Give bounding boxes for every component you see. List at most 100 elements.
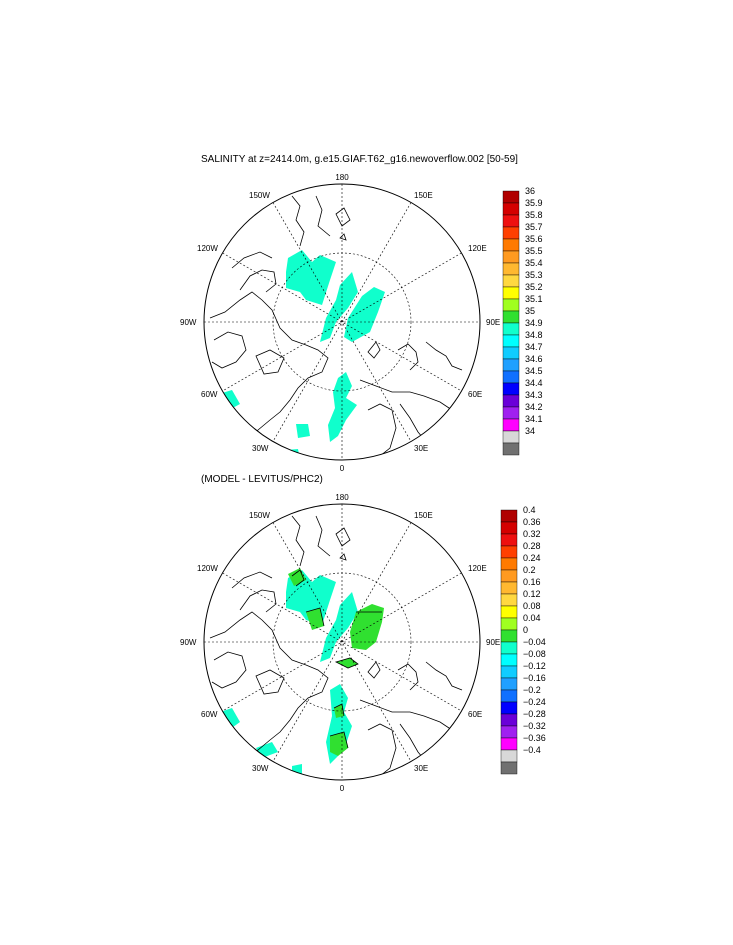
lon-label-60w: 60W [201,390,218,399]
colorbar-swatch [502,346,520,360]
colorbar-label: 35.7 [525,222,543,232]
lon-label-30e: 30E [414,764,428,773]
colorbar-swatch [500,605,518,619]
colorbar-swatch [502,406,520,420]
colorbar-swatch [500,689,518,703]
colorbar-swatch [500,749,518,763]
colorbar-swatch [502,238,520,252]
colorbar-swatch [500,653,518,667]
map-panel-top [209,195,463,460]
lon-label-90e: 90E [486,638,500,647]
colorbar-swatch [500,533,518,547]
colorbar-label: 0.32 [523,529,541,539]
colorbar-label: −0.36 [523,733,546,743]
colorbar-label: 34.7 [525,342,543,352]
colorbar-swatch [502,370,520,384]
colorbar-swatch [500,521,518,535]
anomaly-contours [291,569,382,749]
salinity-fill-areas [222,250,385,460]
lon-label-90w: 90W [180,638,197,647]
lon-label-0: 0 [340,464,345,473]
map-grid-bottom [204,504,480,780]
lon-label-120w: 120W [197,564,218,573]
colorbar-swatch [502,202,520,216]
colorbar-swatch [500,641,518,655]
colorbar-label: 36 [525,186,535,196]
colorbar-swatch [502,298,520,312]
colorbar-swatch [502,334,520,348]
map-panel-bottom [209,515,463,777]
colorbar-label: −0.2 [523,685,541,695]
lon-label-120e: 120E [468,564,487,573]
colorbar-swatch [502,274,520,288]
lon-label-150e: 150E [414,191,433,200]
colorbar-bottom: 0.4 0.36 0.32 0.28 0.24 0.2 0.16 0.12 0.08 0.04 0 −… [500,505,546,775]
colorbar-label: 34.3 [525,390,543,400]
colorbar-swatch [500,581,518,595]
colorbar-label: −0.32 [523,721,546,731]
colorbar-swatch [500,617,518,631]
colorbar-swatch [502,214,520,228]
colorbar-swatch [500,545,518,559]
colorbar-swatch [500,677,518,691]
colorbar-label: 0.08 [523,601,541,611]
colorbar-label: 0.4 [523,505,536,515]
colorbar-swatch [502,310,520,324]
colorbar-label: 34.1 [525,414,543,424]
colorbar-top: 36 35.9 35.8 35.7 35.6 35.5 35.4 35.3 35.2 35.1 35… [502,186,543,456]
colorbar-label: 0.04 [523,613,541,623]
colorbar-label: 0 [523,625,528,635]
colorbar-label: 34.6 [525,354,543,364]
colorbar-swatch [502,250,520,264]
coastlines [209,195,463,457]
colorbar-label: 34.9 [525,318,543,328]
colorbar-swatch [500,737,518,751]
lon-label-180: 180 [335,173,349,182]
lon-label-90e: 90E [486,318,500,327]
map-boundary-bottom [203,503,481,781]
map-labels-top: 180 0 90W 90E 150W 120W 150E 120E 60W 30… [180,173,500,473]
colorbar-label: −0.4 [523,745,541,755]
colorbar-label: −0.12 [523,661,546,671]
lon-label-0: 0 [340,784,345,793]
colorbar-label: 35.9 [525,198,543,208]
colorbar-swatch [500,593,518,607]
colorbar-label: −0.04 [523,637,546,647]
colorbar-label: 35.2 [525,282,543,292]
coastlines [209,515,463,777]
colorbar-label: 0.28 [523,541,541,551]
colorbar-swatch [500,557,518,571]
colorbar-swatch [500,509,518,523]
colorbar-swatch [502,394,520,408]
colorbar-swatch [502,226,520,240]
colorbar-label: −0.24 [523,697,546,707]
lon-label-60w: 60W [201,710,218,719]
lon-label-30w: 30W [252,764,269,773]
map-grid-top [204,184,480,460]
colorbar-swatch [502,262,520,276]
colorbar-label: −0.08 [523,649,546,659]
colorbar-label: 35.5 [525,246,543,256]
colorbar-swatch [502,190,520,204]
colorbar-label: 34 [525,426,535,436]
colorbar-swatch [502,418,520,432]
lon-label-30w: 30W [252,444,269,453]
panel-bottom-title: (MODEL - LEVITUS/PHC2) [201,474,323,485]
colorbar-label: 0.24 [523,553,541,563]
colorbar-label: 35.4 [525,258,543,268]
colorbar-swatch [502,442,520,456]
lon-label-120e: 120E [468,244,487,253]
colorbar-label: 35.3 [525,270,543,280]
colorbar-label: 35.6 [525,234,543,244]
colorbar-swatch [500,701,518,715]
colorbar-swatch [502,286,520,300]
panel-top-title: SALINITY at z=2414.0m, g.e15.GIAF.T62_g1… [201,154,518,165]
lon-label-60e: 60E [468,710,482,719]
map-labels-bottom: 180 0 90W 90E 150W 120W 150E 120E 60W 30… [180,493,500,793]
lon-label-150e: 150E [414,511,433,520]
colorbar-label: 35.1 [525,294,543,304]
colorbar-label: 34.5 [525,366,543,376]
colorbar-label: 35 [525,306,535,316]
colorbar-swatch [502,382,520,396]
